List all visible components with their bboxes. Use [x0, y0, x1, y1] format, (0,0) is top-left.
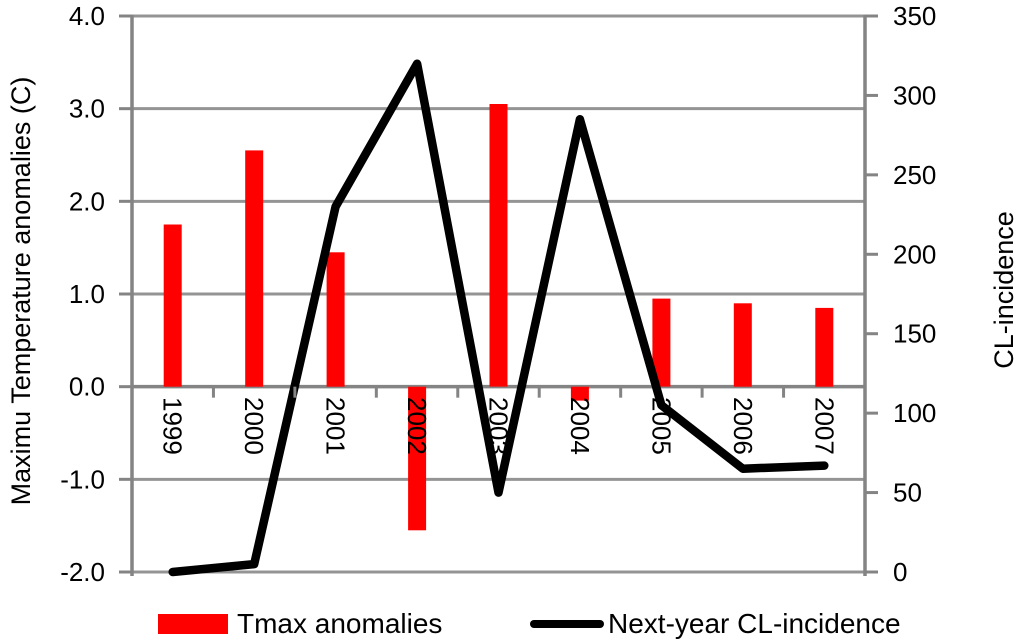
left-tick-label: -2.0 [60, 557, 105, 587]
cl-incidence-line [168, 59, 829, 577]
right-tick-label: 300 [893, 80, 936, 110]
x-axis-labels: 1999 2000 2001 2002 2003 2004 2005 2006 2007 [158, 397, 840, 455]
right-tick-label: 100 [893, 398, 936, 428]
bar-series [163, 104, 834, 531]
left-tick-label: 4.0 [69, 1, 105, 31]
right-axis-tick-labels: 350 300 250 200 150 100 50 0 [893, 1, 936, 587]
bar-2006 [733, 303, 752, 387]
legend-label-next-year-cl-incidence: Next-year CL-incidence [608, 608, 901, 639]
left-tick-label: 0.0 [69, 372, 105, 402]
line-series [168, 59, 829, 577]
bar-2002 [408, 386, 427, 531]
bar-2000 [245, 150, 264, 387]
legend-line-swatch-icon [530, 620, 604, 628]
x-tick-label-2002: 2002 [402, 397, 432, 455]
left-tick-label: -1.0 [60, 464, 105, 494]
bar-2001 [326, 252, 345, 387]
left-tick-label: 1.0 [69, 279, 105, 309]
bar-1999 [163, 224, 182, 387]
right-tick-label: 200 [893, 239, 936, 269]
right-tick-label: 350 [893, 1, 936, 31]
right-tick-label: 50 [893, 478, 922, 508]
left-tick-label: 3.0 [69, 94, 105, 124]
right-tick-label: 0 [893, 557, 907, 587]
left-tick-label: 2.0 [69, 186, 105, 216]
bar-2005 [652, 298, 671, 387]
bar-2004 [570, 386, 589, 401]
legend-item-next-year-cl-incidence: Next-year CL-incidence [530, 606, 901, 642]
legend-item-tmax-anomalies: Tmax anomalies [158, 606, 442, 642]
legend-label-tmax-anomalies: Tmax anomalies [237, 608, 443, 639]
x-tick-label-2007: 2007 [809, 397, 839, 455]
left-axis-tick-labels: 4.0 3.0 2.0 1.0 0.0 -1.0 -2.0 [60, 1, 105, 587]
axis-ticks [119, 14, 878, 574]
legend-bar-swatch-icon [158, 614, 228, 634]
x-tick-label-2001: 2001 [321, 397, 351, 455]
legend: Tmax anomalies Next-year CL-incidence [0, 606, 1024, 642]
x-tick-label-1999: 1999 [158, 397, 188, 455]
x-tick-label-2004: 2004 [565, 397, 595, 455]
x-tick-label-2006: 2006 [728, 397, 758, 455]
right-tick-label: 250 [893, 160, 936, 190]
left-axis-title: Maximu Temperature anomalies (C) [6, 77, 36, 506]
right-tick-label: 150 [893, 319, 936, 349]
right-axis-title: CL-incidence [989, 211, 1019, 369]
x-tick-label-2000: 2000 [239, 397, 269, 455]
bar-2003 [489, 104, 508, 387]
bar-2007 [815, 307, 834, 387]
